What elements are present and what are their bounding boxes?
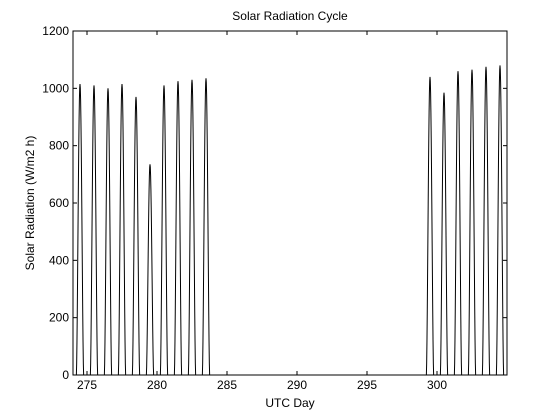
- y-tick-label: 200: [49, 311, 69, 325]
- series-group: [75, 65, 505, 376]
- x-axis-label: UTC Day: [265, 396, 315, 410]
- x-tick-label: 275: [77, 378, 97, 392]
- y-tick-label: 1000: [42, 81, 69, 95]
- x-tick-label: 300: [427, 378, 447, 392]
- y-tick-label: 0: [62, 368, 69, 382]
- y-tick-label: 800: [49, 139, 69, 153]
- x-tick-label: 295: [357, 378, 377, 392]
- x-tick-label: 285: [217, 378, 237, 392]
- y-axis-label: Solar Radiation (W/m2 h): [23, 135, 37, 271]
- series-line: [75, 65, 505, 376]
- axis-ticks: 275 280 285 290 295 300 0 200 400 600 800 1000 1200: [42, 24, 507, 392]
- y-tick-label: 400: [49, 253, 69, 267]
- chart-title: Solar Radiation Cycle: [232, 9, 348, 23]
- y-tick-label: 1200: [42, 24, 69, 38]
- x-tick-label: 280: [147, 378, 167, 392]
- x-tick-label: 290: [287, 378, 307, 392]
- y-tick-label: 600: [49, 196, 69, 210]
- axes-box: [72, 30, 508, 376]
